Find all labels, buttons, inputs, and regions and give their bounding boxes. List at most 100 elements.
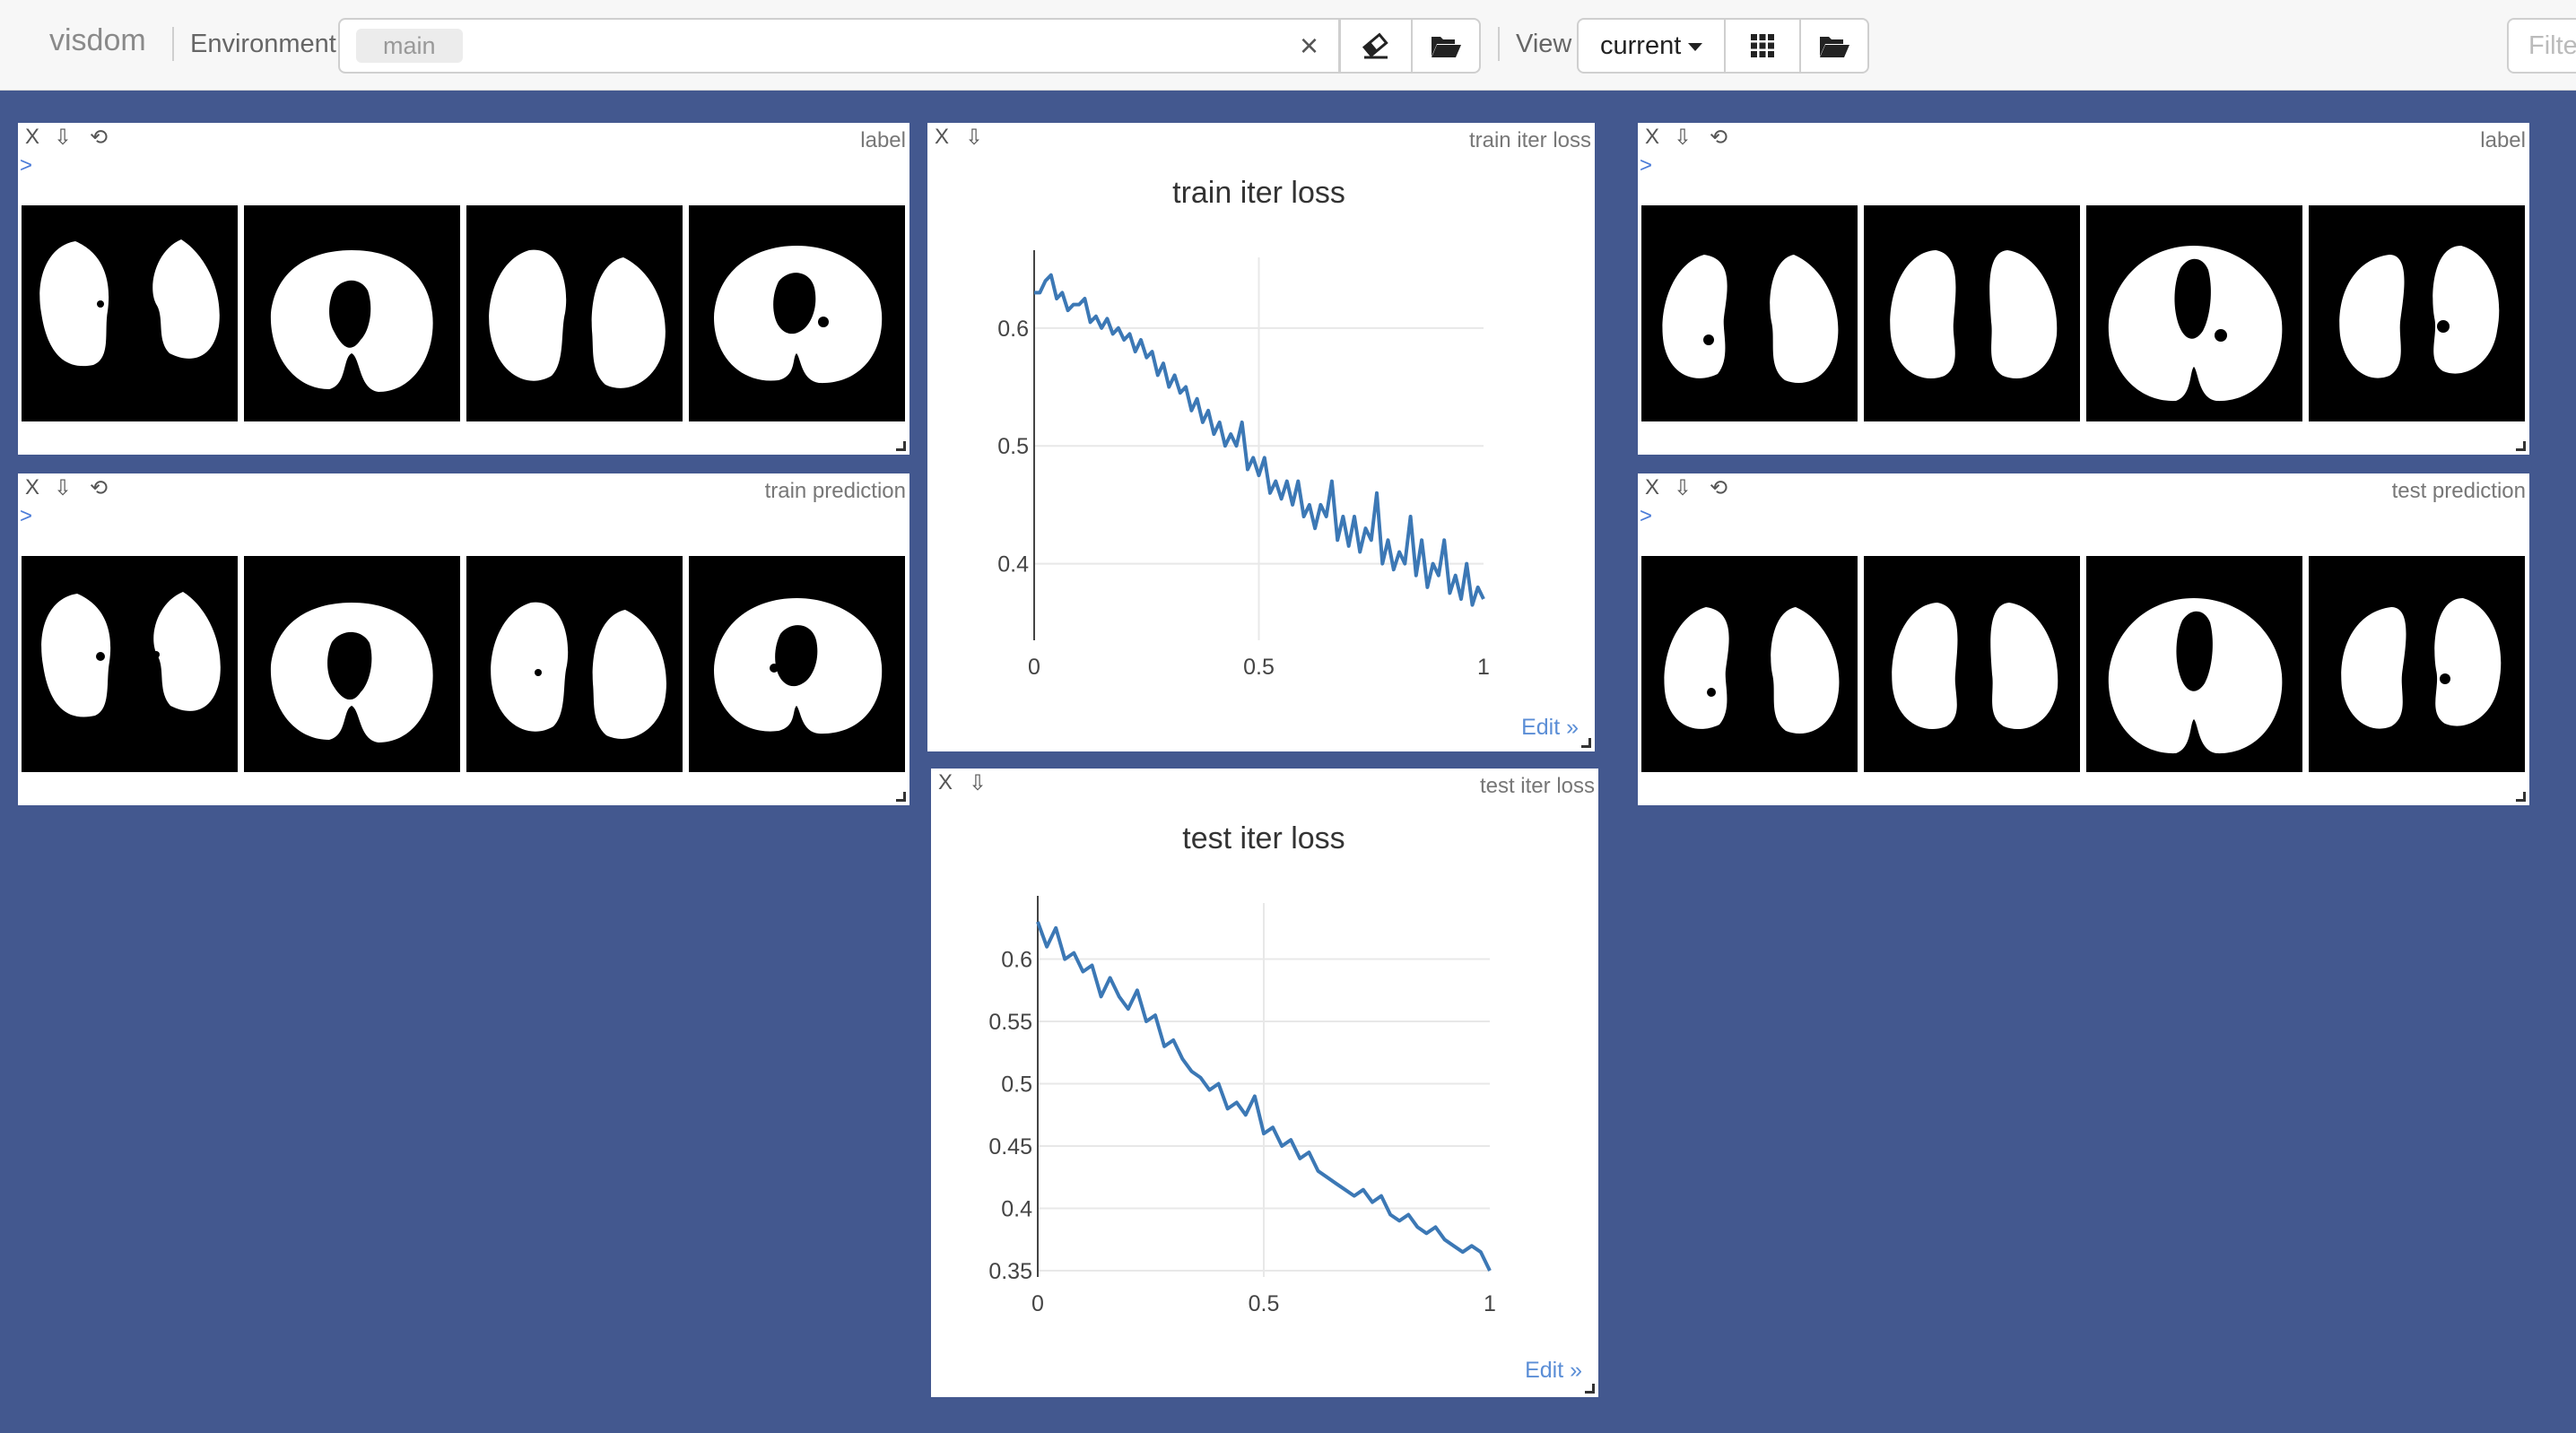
filter-input[interactable]: Filte	[2507, 18, 2576, 74]
resize-handle[interactable]	[2516, 441, 2526, 451]
top-toolbar: visdom Environment main × View current	[0, 0, 2576, 91]
image-cell	[22, 205, 238, 421]
pane-label-left[interactable]: X ⇩ ⟲ label >	[18, 123, 909, 455]
image-cell	[2086, 556, 2302, 772]
chart-title: train iter loss	[1172, 176, 1345, 210]
clear-environment-button[interactable]	[1339, 18, 1413, 74]
lung-mask-image	[714, 246, 883, 384]
manage-views-button[interactable]	[1799, 18, 1869, 74]
x-tick-label: 1	[1484, 1291, 1496, 1316]
pane-title: train iter loss	[1468, 128, 1591, 152]
close-pane-button[interactable]: X	[1645, 125, 1660, 149]
image-cell	[466, 205, 683, 421]
environment-label: Environment	[190, 30, 336, 58]
download-icon[interactable]: ⇩	[54, 126, 73, 150]
x-tick-label: 0	[1031, 1291, 1044, 1316]
image-cell	[244, 556, 460, 772]
series-line	[1034, 273, 1485, 607]
filter-placeholder: Filte	[2528, 31, 2576, 60]
y-tick-label: 0.5	[1001, 1073, 1032, 1098]
resize-handle[interactable]	[2516, 792, 2526, 802]
reset-icon[interactable]: ⟲	[1710, 476, 1728, 500]
pane-test-prediction[interactable]: X ⇩ ⟲ test prediction >	[1638, 473, 2529, 805]
pane-toolbar: X ⇩ train iter loss	[927, 123, 1595, 155]
lung-mask-image	[1664, 607, 1840, 734]
image-grid	[22, 205, 905, 421]
image-cell	[1641, 556, 1858, 772]
image-cell	[689, 556, 905, 772]
grid-icon	[1751, 34, 1774, 57]
pane-train-prediction[interactable]: X ⇩ ⟲ train prediction >	[18, 473, 909, 805]
y-tick-label: 0.5	[997, 434, 1029, 459]
lung-mask-image	[2108, 598, 2283, 754]
view-select-value: current	[1600, 31, 1682, 60]
image-cell	[466, 556, 683, 772]
resize-handle[interactable]	[896, 441, 906, 451]
reset-icon[interactable]: ⟲	[1710, 126, 1728, 150]
close-pane-button[interactable]: X	[938, 770, 953, 795]
lung-mask-image	[2339, 246, 2500, 378]
resize-handle[interactable]	[1581, 738, 1591, 748]
edit-chart-link[interactable]: Edit »	[1525, 1358, 1582, 1383]
toggle-caret-icon[interactable]: >	[1640, 504, 1653, 528]
image-cell	[2309, 205, 2525, 421]
pane-train-iter-loss[interactable]: X ⇩ train iter loss train iter loss 0.4 0.…	[927, 123, 1595, 751]
close-pane-button[interactable]: X	[25, 475, 40, 499]
lung-mask-image	[1890, 250, 2058, 378]
lung-mask-image	[2341, 598, 2502, 729]
toggle-caret-icon[interactable]: >	[1640, 153, 1653, 178]
lung-mask-image	[270, 603, 433, 743]
app-brand[interactable]: visdom	[49, 23, 146, 57]
resize-handle[interactable]	[1585, 1384, 1595, 1394]
pane-test-iter-loss[interactable]: X ⇩ test iter loss test iter loss 0.35 0.4…	[931, 769, 1598, 1397]
clear-env-icon[interactable]: ×	[1299, 27, 1318, 64]
pane-label-right[interactable]: X ⇩ ⟲ label >	[1638, 123, 2529, 455]
lung-mask-image	[39, 239, 220, 367]
lung-mask-image	[491, 602, 666, 739]
resize-handle[interactable]	[896, 792, 906, 802]
lung-mask-image	[1892, 603, 2058, 730]
download-icon[interactable]: ⇩	[54, 476, 73, 500]
toggle-caret-icon[interactable]: >	[20, 504, 33, 528]
download-icon[interactable]: ⇩	[965, 126, 984, 150]
chart-title: test iter loss	[1182, 821, 1345, 855]
image-cell	[1864, 205, 2080, 421]
reset-icon[interactable]: ⟲	[90, 126, 109, 150]
reset-icon[interactable]: ⟲	[90, 476, 109, 500]
toolbar-divider	[172, 27, 174, 61]
image-cell	[244, 205, 460, 421]
download-icon[interactable]: ⇩	[1674, 476, 1693, 500]
env-tag-main[interactable]: main	[356, 29, 463, 63]
environment-selector[interactable]: main ×	[338, 18, 1340, 74]
toolbar-divider	[1498, 27, 1500, 61]
eraser-icon	[1362, 32, 1388, 59]
download-icon[interactable]: ⇩	[969, 771, 988, 795]
series-line	[1036, 921, 1492, 1272]
image-grid	[22, 556, 905, 772]
close-pane-button[interactable]: X	[935, 125, 950, 149]
manage-environments-button[interactable]	[1411, 18, 1481, 74]
pane-title: label	[860, 128, 906, 152]
pane-toolbar: X ⇩ ⟲ label	[18, 123, 909, 155]
test-loss-chart[interactable]: test iter loss 0.35 0.4 0.45 0.5 0.55 0.6 0 0.5 1	[931, 769, 1598, 1397]
y-tick-label: 0.45	[988, 1134, 1032, 1159]
close-pane-button[interactable]: X	[1645, 475, 1660, 499]
x-tick-label: 0.5	[1243, 655, 1275, 680]
download-icon[interactable]: ⇩	[1674, 126, 1693, 150]
repack-layout-button[interactable]	[1724, 18, 1801, 74]
chevron-down-icon	[1688, 42, 1703, 51]
x-tick-label: 1	[1477, 655, 1490, 680]
close-pane-button[interactable]: X	[25, 125, 40, 149]
image-cell	[689, 205, 905, 421]
toggle-caret-icon[interactable]: >	[20, 153, 33, 178]
lung-mask-image	[270, 250, 433, 392]
lung-mask-image	[1662, 255, 1839, 384]
edit-chart-link[interactable]: Edit »	[1521, 715, 1579, 740]
view-select[interactable]: current	[1577, 18, 1726, 74]
pane-title: test iter loss	[1479, 774, 1595, 798]
train-loss-chart[interactable]: train iter loss 0.4 0.5 0.6 0 0.5 1	[927, 123, 1595, 751]
image-grid	[1641, 205, 2525, 421]
y-tick-label: 0.4	[1001, 1197, 1032, 1222]
image-cell	[2309, 556, 2525, 772]
folder-open-icon	[1820, 37, 1849, 57]
